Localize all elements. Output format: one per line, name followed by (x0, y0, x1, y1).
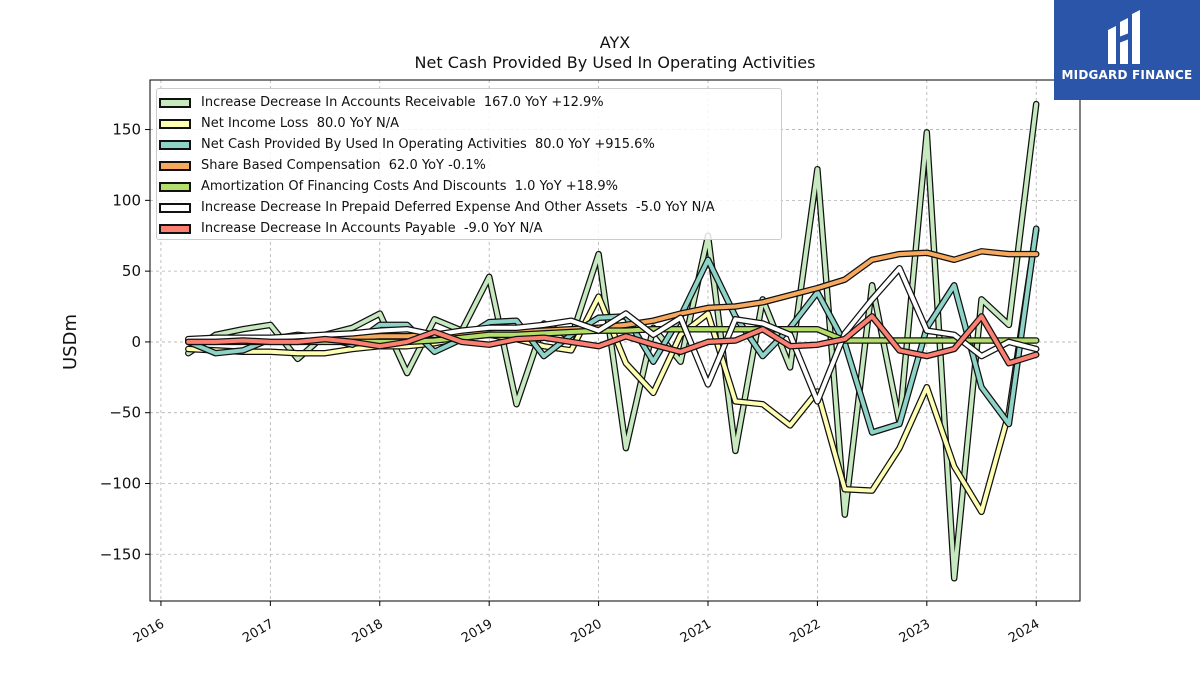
y-tick-label: −100 (100, 474, 141, 492)
legend-item: Net Cash Provided By Used In Operating A… (157, 134, 773, 155)
plot-frame (149, 79, 1081, 602)
x-tick-label: 2019 (459, 617, 495, 647)
chart-subtitle: Net Cash Provided By Used In Operating A… (415, 53, 816, 72)
legend-item: Amortization Of Financing Costs And Disc… (157, 176, 773, 197)
x-tick-label: 2022 (787, 617, 823, 647)
legend-item: Net Income Loss 80.0 YoY N/A (157, 113, 773, 134)
legend-swatch (159, 181, 191, 192)
legend-swatch (159, 139, 191, 150)
y-axis-label: USDm (60, 314, 81, 370)
chart-title: AYX (600, 33, 630, 52)
y-tick-label: 50 (122, 262, 141, 280)
legend-item: Share Based Compensation 62.0 YoY -0.1% (157, 155, 773, 176)
y-tick-label: 100 (112, 191, 141, 209)
series-line (186, 314, 1039, 366)
y-tick-label: 150 (112, 121, 141, 139)
legend-item: Increase Decrease In Prepaid Deferred Ex… (157, 197, 773, 218)
series-6 (185, 313, 1040, 367)
series-line (186, 266, 1039, 404)
legend-label: Net Income Loss 80.0 YoY N/A (201, 116, 400, 131)
x-tick-label: 2018 (350, 617, 386, 647)
legend-swatch (159, 223, 191, 234)
legend-label: Increase Decrease In Accounts Payable -9… (201, 221, 543, 236)
x-tick-label: 2020 (569, 617, 605, 647)
brand-name: MIDGARD FINANCE (1061, 68, 1193, 82)
legend-label: Net Cash Provided By Used In Operating A… (201, 137, 655, 152)
legend-swatch (159, 118, 191, 129)
y-tick-label: −150 (100, 545, 141, 563)
x-tick-label: 2023 (897, 617, 933, 647)
x-tick-label: 2021 (678, 617, 714, 647)
legend-swatch (159, 202, 191, 213)
legend-label: Share Based Compensation 62.0 YoY -0.1% (201, 158, 486, 173)
brand-logo: MIDGARD FINANCE (1054, 0, 1200, 100)
x-tick-label: 2016 (131, 617, 167, 647)
series-5 (185, 265, 1040, 405)
legend-swatch (159, 97, 191, 108)
legend-label: Amortization Of Financing Costs And Disc… (201, 179, 618, 194)
x-tick-label: 2024 (1006, 617, 1042, 647)
y-tick-label: −50 (109, 404, 141, 422)
y-axis-ticks: 150 100 50 0 −50 −100 −150 (100, 121, 150, 563)
legend-item: Increase Decrease In Accounts Payable -9… (157, 218, 773, 239)
chart-legend: Increase Decrease In Accounts Receivable… (156, 88, 782, 240)
legend-label: Increase Decrease In Accounts Receivable… (201, 95, 604, 110)
x-axis-ticks: 2016 2017 2018 2019 2020 2021 2022 2023 2024 (131, 601, 1042, 646)
y-tick-label: 0 (131, 333, 141, 351)
legend-item: Increase Decrease In Accounts Receivable… (157, 92, 773, 113)
midgard-logo-icon (1108, 10, 1140, 64)
x-tick-label: 2017 (240, 617, 276, 647)
legend-swatch (159, 160, 191, 171)
series-lines (185, 100, 1040, 582)
legend-label: Increase Decrease In Prepaid Deferred Ex… (201, 200, 715, 215)
